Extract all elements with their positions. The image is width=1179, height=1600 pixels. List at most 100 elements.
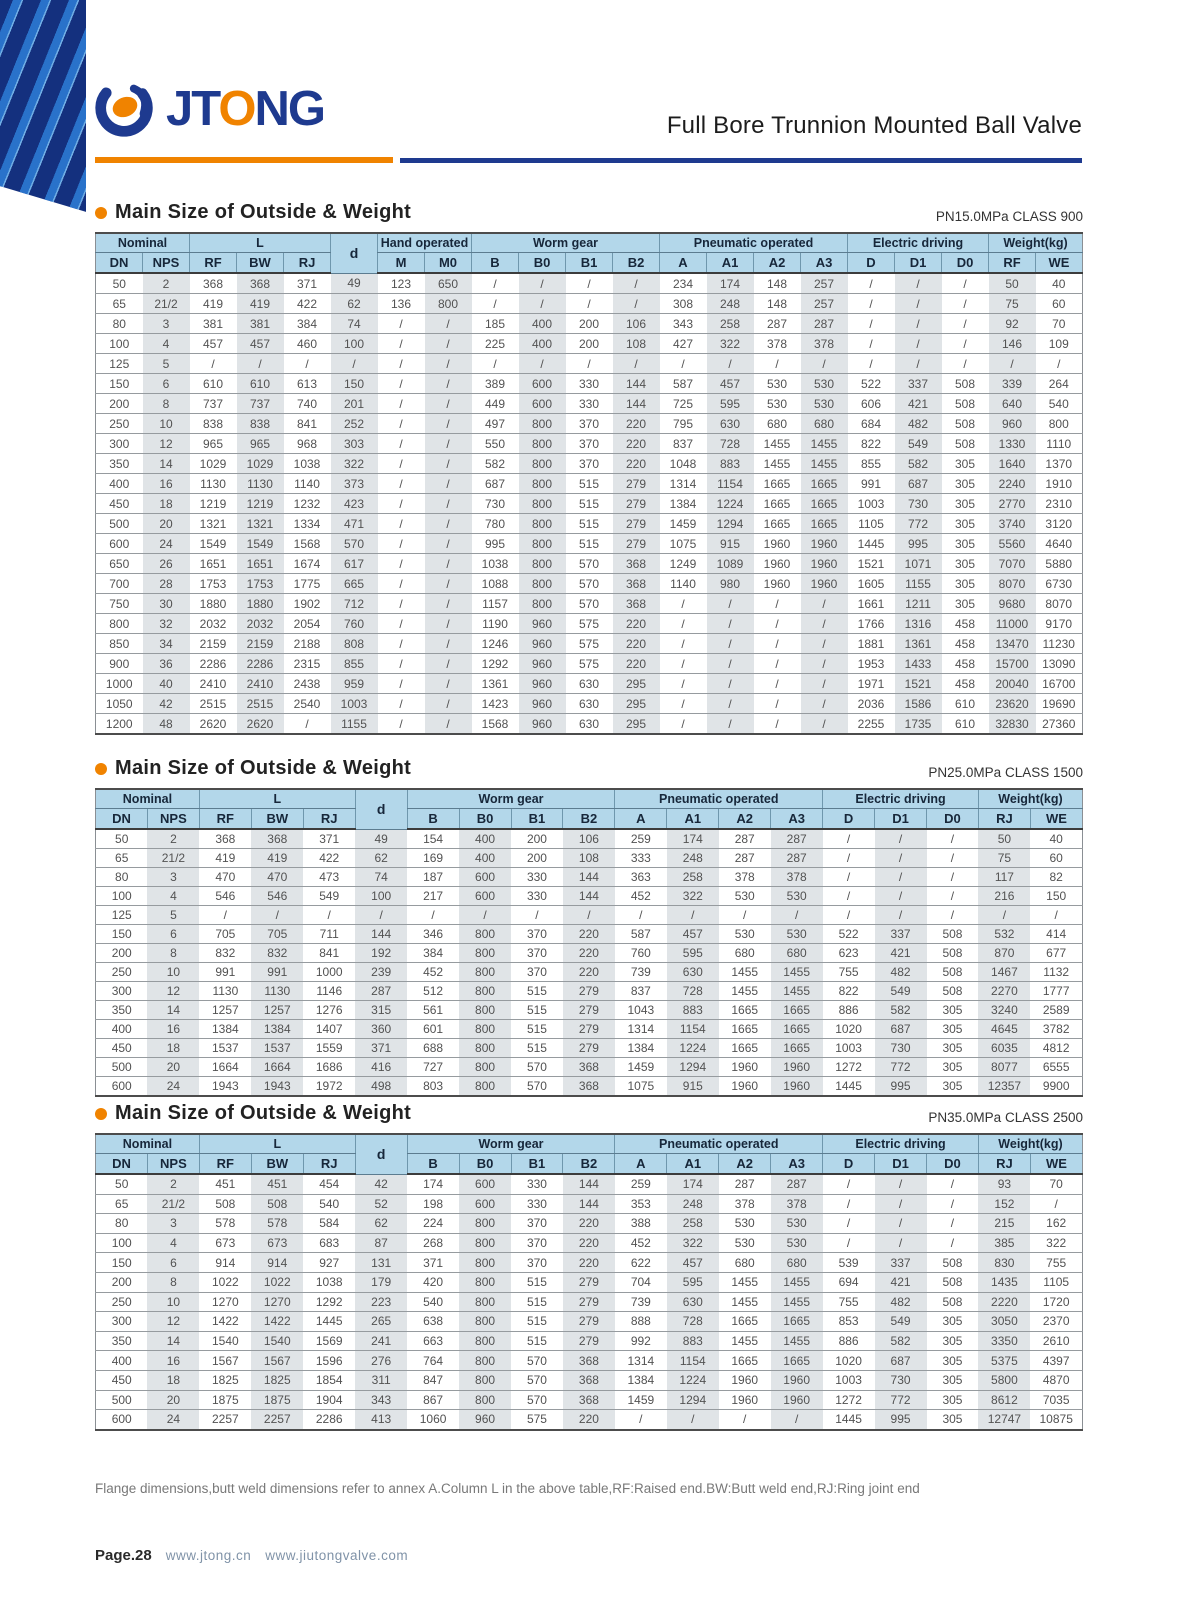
table-cell: 1022 [199,1272,252,1293]
table-cell: 2270 [978,981,1031,1001]
table-cell: 1953 [847,653,895,674]
table-cell: 27360 [1042,716,1076,731]
table-row: 80 3 381 381 384 74//185 400 200 106 343 258 287 287… [95,313,1083,334]
table-cell: 610 [954,716,976,731]
table-cell: 1665 [753,473,801,494]
table-cell: 279 [612,493,660,514]
table-cell: 1455 [770,962,823,982]
table-cell: 837 [614,981,667,1001]
table-cell: 530 [770,924,823,944]
table-cell: 630 [565,673,613,694]
table-cell: 50 [95,273,143,294]
table-cell: 9900 [1042,1079,1070,1093]
table-cell: 2770 [988,493,1036,514]
table-cell: / [666,1409,719,1430]
table-cell: 1422 [199,1311,252,1332]
table-cell: 482 [894,413,942,434]
table-cell: 368 [189,273,237,294]
table-cell: 991 [847,473,895,494]
table-cell: 473 [303,867,356,887]
table-cell: 2589 [1030,1000,1083,1020]
table-cell: / [562,905,615,925]
table-cell: 220 [612,613,660,634]
table-cell: 508 [926,962,979,982]
table-cell: 12747 [978,1409,1031,1430]
table-cell: 5800 [978,1370,1031,1391]
table-cell: 388 [614,1213,667,1234]
table-cell: 1521 [847,553,895,574]
table-cell: 1276 [303,1000,356,1020]
table-cell: 287 [770,848,823,868]
table-cell: 305 [942,1412,963,1427]
table-cell: 4870 [1030,1370,1083,1391]
table-cell: 250 [95,413,143,434]
table-cell: 13090 [1035,653,1083,674]
table-cell: / [305,716,309,731]
table-cell: 2032 [189,613,237,634]
table-cell: 100 [355,886,408,906]
table-cell: 1661 [847,593,895,614]
table-cell: / [377,433,425,454]
table-row: 450 18 1219 1219 1232 423//730 800 515 279 1384 12… [95,493,1083,514]
table-cell: 800 [518,493,566,514]
table-cell: 1537 [251,1038,304,1058]
column-header: D [822,1153,875,1175]
table-cell: 570 [330,533,378,554]
table-cell: 800 [459,1292,511,1313]
table-cell: 522 [847,373,895,394]
orange-divider [95,157,393,163]
table-cell: 40 [1030,829,1083,849]
table-cell: 30 [142,593,190,614]
table-cell: / [681,716,685,731]
table-cell: 74 [355,867,408,887]
table-cell: 755 [1030,1252,1083,1273]
table-cell: 305 [941,593,989,614]
table-cell: 11000 [988,613,1036,634]
table-cell: 279 [562,1311,615,1332]
column-group-header: d [330,233,378,274]
column-header: B0 [458,1153,511,1175]
table-cell: 687 [874,1019,927,1039]
table-cell: / [612,353,660,374]
table-cell: 1960 [770,1076,823,1096]
table-cell: 40 [1035,273,1083,294]
table-cell: 1272 [822,1390,875,1411]
table-cell: 1567 [251,1350,304,1371]
table-cell: 663 [407,1331,460,1352]
table-cell: 422 [303,848,356,868]
table-cell: 800 [459,1350,511,1371]
table-cell: 540 [407,1292,460,1313]
table-cell: 50 [95,1174,148,1195]
table-cell: 1445 [303,1311,356,1332]
table-cell: 419 [199,848,252,868]
table-cell: 413 [355,1409,408,1430]
table-cell: 2159 [189,633,237,654]
table-cell: / [800,593,848,614]
table-cell: 2286 [315,1412,343,1427]
table-cell: 870 [978,943,1031,963]
table-cell: 200 [565,333,613,354]
table-cell: 1665 [770,1019,823,1039]
table-cell: 457 [706,373,754,394]
table-cell: 343 [659,313,707,334]
table-cell: 800 [518,413,566,434]
table-cell: 252 [330,413,378,434]
table-cell: 305 [926,1038,979,1058]
table-cell: 330 [511,1194,563,1215]
table-cell: 287 [800,313,848,334]
table-cell: 322 [1030,1233,1083,1254]
table-row: 400 16 1384 1384 1407 360 601 800 515 279 1314 1154… [95,1019,1083,1039]
table-cell: 772 [874,1057,927,1077]
table-cell: 458 [941,673,989,694]
table-cell: 1294 [666,1390,719,1411]
table-cell: 515 [511,1038,563,1058]
table-cell: 457 [666,1252,719,1273]
table-cell: 515 [565,473,613,494]
column-header: A [659,252,707,274]
table-cell: 739 [614,1292,667,1313]
table-cell: 12357 [978,1076,1031,1096]
table-cell: 248 [706,293,754,314]
table-cell: 6 [142,373,190,394]
table-cell: 305 [926,1331,979,1352]
table-cell: 1459 [614,1057,667,1077]
